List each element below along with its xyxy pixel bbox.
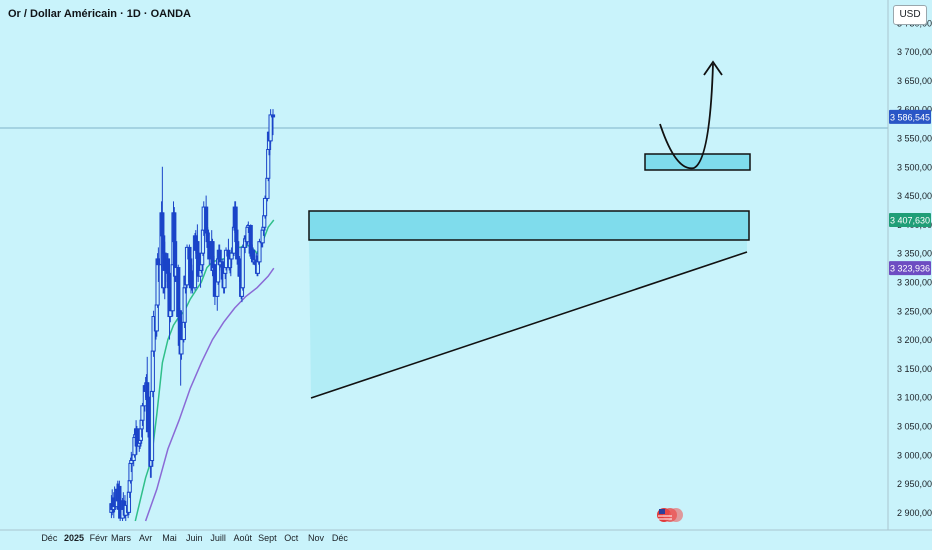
candle-body: [233, 206, 238, 231]
candle-body: [134, 428, 139, 447]
candle: [149, 385, 155, 467]
candle-body: [229, 252, 234, 260]
candle-body: [270, 114, 276, 118]
ascending-trendline: [310, 251, 748, 399]
currency-button[interactable]: USD: [893, 5, 927, 25]
candle-body: [150, 350, 155, 392]
ema-long-tag-bg: [889, 261, 931, 276]
candle: [229, 247, 234, 265]
candle-body: [129, 460, 134, 464]
x-tick-label: Juin: [186, 533, 203, 543]
candle-body: [179, 339, 184, 355]
y-tick-label: 3 350,000: [897, 249, 932, 259]
candle: [257, 238, 262, 268]
chart-title: Or / Dollar Américain · 1D · OANDA: [8, 8, 191, 20]
x-tick-label: Mars: [111, 533, 131, 543]
x-tick-label: Juill: [210, 533, 226, 543]
candle: [151, 310, 156, 357]
x-tick-label: 2025: [64, 533, 84, 543]
candle: [134, 425, 139, 455]
y-tick-label: 3 100,000: [897, 393, 932, 403]
candle-body: [145, 396, 151, 433]
projection-arrow-head: [703, 60, 723, 76]
y-tick-label: 3 500,000: [897, 162, 932, 172]
candle-body: [240, 246, 245, 289]
time-axis[interactable]: Déc 2025 Févr Mars Avr Mai Juin Juill Août Sept Oc…: [41, 533, 348, 543]
ema-long-tag: 3 323,936: [889, 261, 931, 276]
y-tick-label: 3 600,000: [897, 105, 932, 115]
candlesticks: [109, 109, 276, 521]
candle: [270, 109, 276, 136]
y-tick-label: 3 050,000: [897, 421, 932, 431]
y-tick-label: 3 300,000: [897, 277, 932, 287]
y-tick-label: 3 200,000: [897, 335, 932, 345]
x-tick-label: Sept: [258, 533, 277, 543]
x-tick-label: Mai: [162, 533, 177, 543]
y-tick-label: 3 150,000: [897, 364, 932, 374]
candle-body: [140, 405, 145, 421]
candle-body: [149, 390, 155, 462]
y-tick-label: 3 550,000: [897, 133, 932, 143]
ema-short-tag-bg: [889, 212, 931, 227]
y-tick-label: 3 700,000: [897, 47, 932, 57]
retest-zone: [644, 153, 751, 171]
candle-body: [235, 241, 240, 260]
triangle-pattern-fill: [309, 240, 747, 398]
candle-body: [151, 316, 156, 352]
y-tick-label: 3 650,000: [897, 76, 932, 86]
y-tick-label: 2 950,000: [897, 479, 932, 489]
x-tick-label: Août: [233, 533, 252, 543]
candle: [145, 391, 151, 438]
y-tick-label: 2 900,000: [897, 508, 932, 518]
candle-body: [262, 197, 268, 217]
candle: [262, 195, 268, 219]
candle-body: [268, 114, 273, 142]
candle: [179, 316, 184, 360]
candle: [235, 238, 240, 265]
ema-long-line: [144, 267, 275, 522]
x-tick-label: Avr: [139, 533, 152, 543]
candle: [129, 451, 134, 473]
resistance-zone: [308, 210, 750, 241]
last-price-tag: 3 586,545: [889, 109, 931, 124]
x-tick-label: Oct: [284, 533, 299, 543]
last-price-tag-label: 3 586,545: [890, 112, 930, 122]
y-tick-label: 3 450,000: [897, 191, 932, 201]
candle-body: [168, 310, 173, 318]
candle-body: [154, 304, 159, 332]
last-price-tag-bg: [889, 109, 931, 124]
candle-body: [257, 241, 262, 263]
ema-short-tag-label: 3 407,630: [890, 215, 930, 225]
x-tick-label: Déc: [41, 533, 58, 543]
projection-arrow-path: [659, 63, 714, 170]
x-tick-label: Déc: [332, 533, 349, 543]
candle-body: [265, 177, 270, 199]
flag-icon[interactable]: [657, 508, 683, 522]
ema-long-tag-label: 3 323,936: [890, 264, 930, 274]
x-tick-label: Févr: [90, 533, 108, 543]
x-tick-label: Nov: [308, 533, 325, 543]
candle: [268, 109, 273, 144]
candle: [240, 244, 245, 291]
y-tick-label: 3 250,000: [897, 306, 932, 316]
ema-short-tag: 3 407,630: [889, 212, 931, 227]
candle: [168, 299, 173, 323]
y-tick-label: 3 000,000: [897, 450, 932, 460]
candle: [140, 402, 145, 426]
price-tags: 3 586,545 3 407,630 3 323,936: [889, 109, 931, 276]
